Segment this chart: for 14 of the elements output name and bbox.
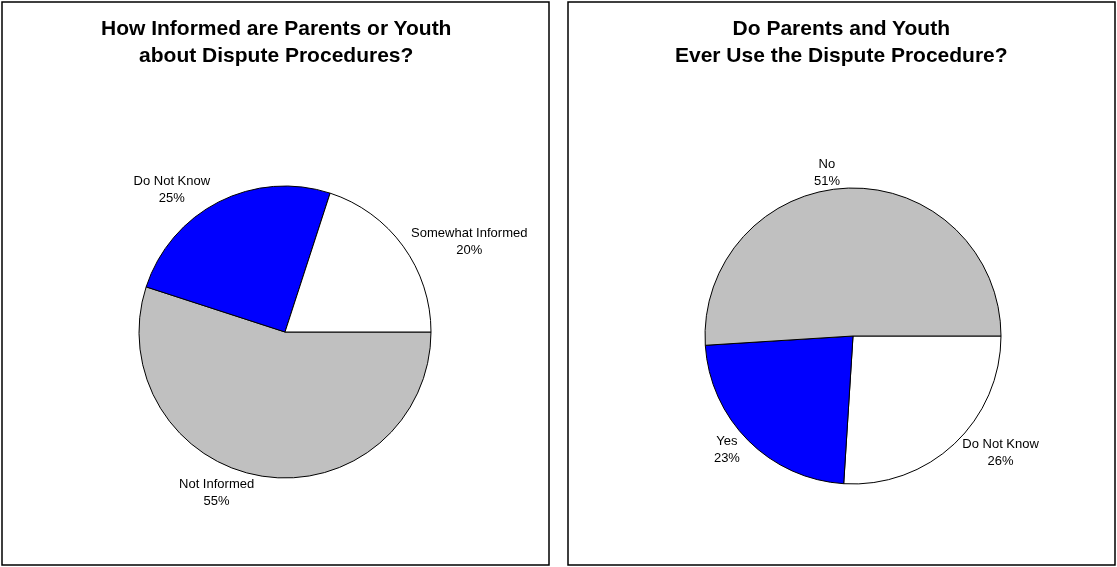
chart-title: How Informed are Parents or Youth about Dispute Procedures? — [101, 16, 452, 67]
slice-label: No — [818, 156, 836, 172]
slice-label: Yes — [716, 432, 739, 448]
slice-label: Do Not Know — [133, 173, 211, 189]
slice-label: Not Informed — [179, 475, 255, 491]
data-label: 51% — [813, 173, 841, 189]
data-label: 26% — [987, 453, 1015, 469]
slice-label: Do Not Know — [962, 436, 1040, 452]
data-label: 23% — [713, 449, 741, 465]
chart-title: Do Parents and Youth Ever Use the Dispute Procedure? — [675, 16, 1008, 67]
slice-label: Somewhat Informed — [411, 224, 528, 240]
data-label: 55% — [203, 492, 231, 508]
data-label: 25% — [158, 190, 186, 206]
data-label: 20% — [456, 241, 483, 257]
